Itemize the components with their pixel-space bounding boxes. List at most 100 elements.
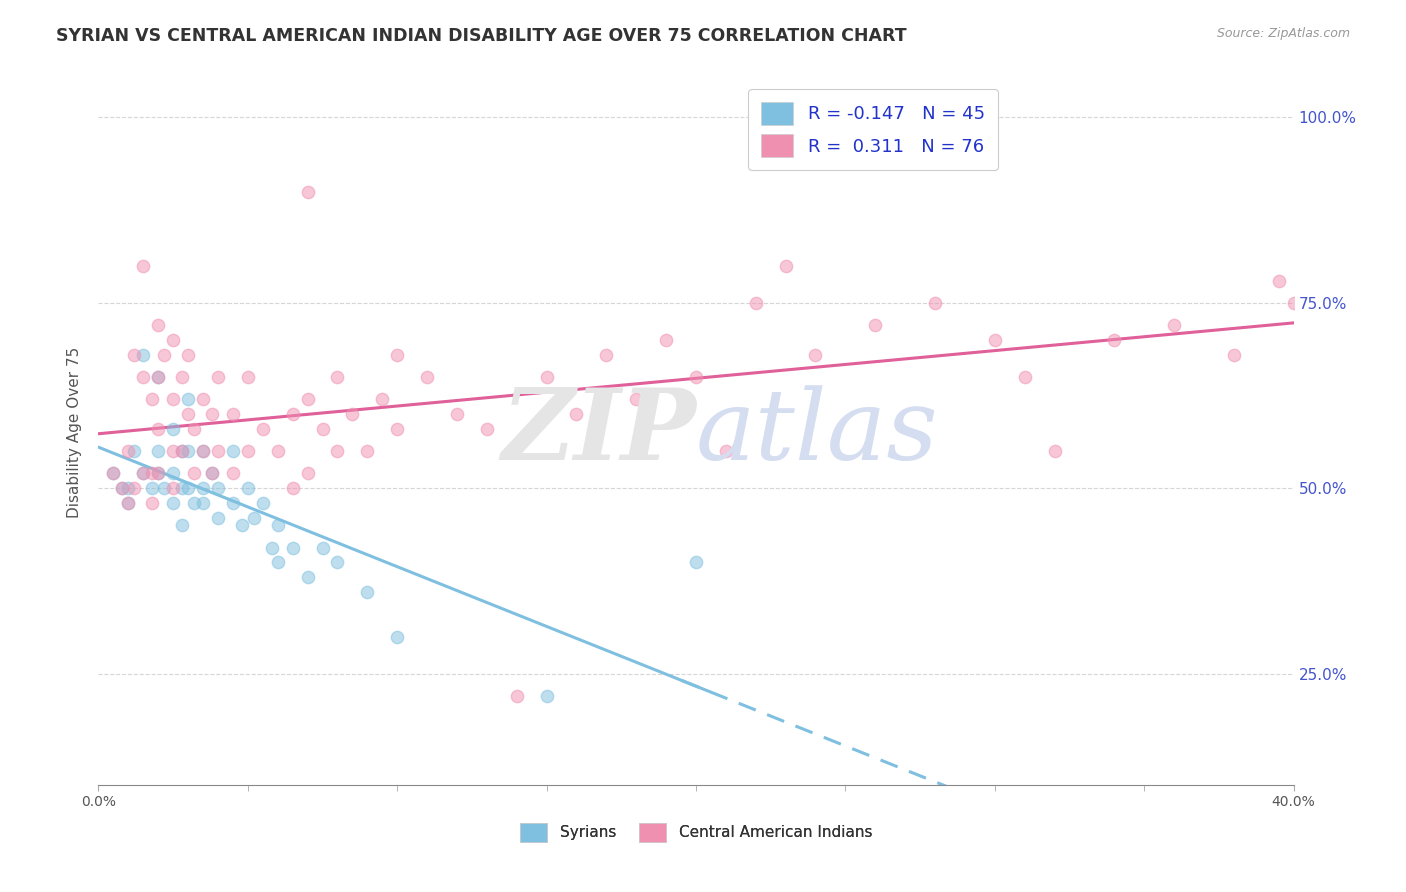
Point — [565, 407, 588, 421]
Point — [162, 444, 184, 458]
Text: SYRIAN VS CENTRAL AMERICAN INDIAN DISABILITY AGE OVER 75 CORRELATION CHART: SYRIAN VS CENTRAL AMERICAN INDIAN DISABI… — [56, 27, 907, 45]
Point — [804, 348, 827, 362]
Point — [141, 496, 163, 510]
Point — [222, 467, 245, 481]
Point — [117, 496, 139, 510]
Point — [297, 392, 319, 407]
Point — [745, 295, 768, 310]
Point — [201, 467, 224, 481]
Point — [177, 444, 200, 458]
Point — [103, 467, 125, 481]
Point — [297, 185, 319, 199]
Point — [117, 496, 139, 510]
Point — [1163, 318, 1185, 332]
Text: atlas: atlas — [696, 385, 939, 480]
Point — [371, 392, 394, 407]
Point — [183, 422, 205, 436]
Point — [446, 407, 468, 421]
Point — [356, 444, 378, 458]
Point — [162, 392, 184, 407]
Point — [1043, 444, 1066, 458]
Point — [326, 370, 349, 384]
Point — [162, 496, 184, 510]
Point — [141, 467, 163, 481]
Point — [236, 444, 259, 458]
Point — [132, 259, 155, 273]
Point — [260, 541, 283, 555]
Point — [252, 422, 274, 436]
Point — [148, 370, 170, 384]
Point — [267, 556, 290, 570]
Point — [326, 444, 349, 458]
Point — [236, 370, 259, 384]
Point — [267, 518, 290, 533]
Point — [281, 541, 304, 555]
Point — [222, 407, 245, 421]
Point — [865, 318, 887, 332]
Point — [148, 467, 170, 481]
Point — [536, 370, 558, 384]
Point — [172, 481, 194, 495]
Point — [141, 392, 163, 407]
Point — [177, 407, 200, 421]
Point — [267, 444, 290, 458]
Point — [191, 444, 214, 458]
Point — [207, 481, 229, 495]
Point — [177, 481, 200, 495]
Point — [172, 518, 194, 533]
Point — [311, 541, 333, 555]
Point — [148, 318, 170, 332]
Point — [342, 407, 364, 421]
Point — [222, 444, 245, 458]
Point — [243, 511, 266, 525]
Point — [191, 392, 214, 407]
Point — [1223, 348, 1246, 362]
Point — [148, 444, 170, 458]
Y-axis label: Disability Age Over 75: Disability Age Over 75 — [67, 347, 83, 518]
Point — [207, 511, 229, 525]
Point — [124, 481, 146, 495]
Legend: Syrians, Central American Indians: Syrians, Central American Indians — [513, 817, 879, 847]
Point — [1014, 370, 1036, 384]
Point — [685, 370, 707, 384]
Point — [655, 333, 678, 347]
Point — [207, 370, 229, 384]
Point — [356, 585, 378, 599]
Point — [201, 467, 224, 481]
Point — [231, 518, 253, 533]
Point — [117, 481, 139, 495]
Point — [385, 422, 409, 436]
Point — [984, 333, 1007, 347]
Point — [132, 467, 155, 481]
Point — [148, 370, 170, 384]
Point — [183, 496, 205, 510]
Point — [506, 689, 529, 703]
Point — [924, 295, 946, 310]
Point — [297, 467, 319, 481]
Point — [326, 556, 349, 570]
Point — [141, 481, 163, 495]
Point — [1267, 274, 1289, 288]
Point — [191, 444, 214, 458]
Point — [236, 481, 259, 495]
Point — [222, 496, 245, 510]
Point — [1282, 295, 1305, 310]
Point — [595, 348, 617, 362]
Point — [385, 348, 409, 362]
Point — [416, 370, 439, 384]
Point — [124, 348, 146, 362]
Point — [111, 481, 134, 495]
Point — [153, 481, 176, 495]
Point — [153, 348, 176, 362]
Point — [536, 689, 558, 703]
Point — [148, 422, 170, 436]
Point — [775, 259, 797, 273]
Point — [201, 407, 224, 421]
Point — [311, 422, 333, 436]
Point — [172, 444, 194, 458]
Point — [162, 481, 184, 495]
Point — [281, 481, 304, 495]
Point — [475, 422, 498, 436]
Point — [685, 556, 707, 570]
Point — [132, 467, 155, 481]
